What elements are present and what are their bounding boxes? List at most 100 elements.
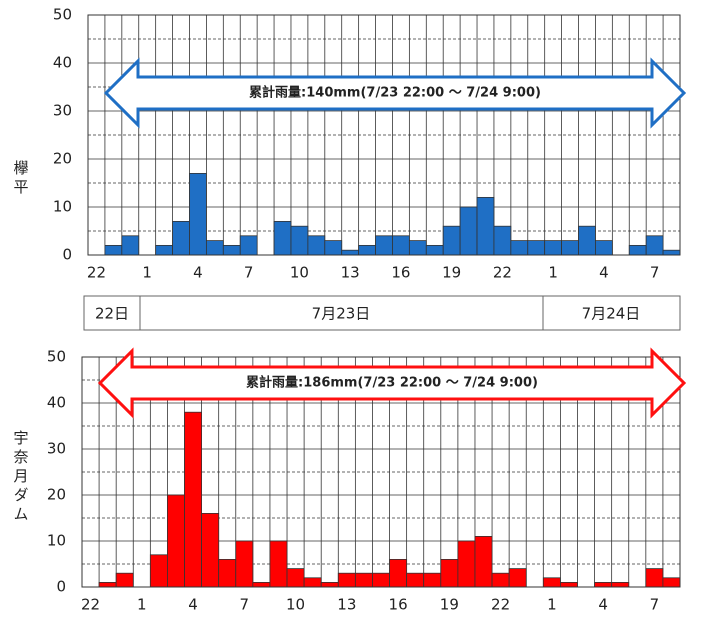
bar <box>406 572 425 588</box>
bar <box>218 559 237 588</box>
bar <box>561 240 579 256</box>
bar <box>239 235 258 256</box>
bar <box>337 572 356 588</box>
y-tick-label: 40 <box>53 54 72 72</box>
station-label: 欅平 <box>12 160 30 198</box>
range-arrow <box>103 57 687 129</box>
y-tick-label: 0 <box>62 246 72 264</box>
x-tick-label: 22 <box>87 264 106 282</box>
bar <box>440 559 459 588</box>
bar <box>474 536 493 588</box>
bar <box>354 572 373 588</box>
bar <box>662 249 681 256</box>
bar <box>269 540 288 588</box>
bar <box>375 235 393 256</box>
bar <box>611 582 630 588</box>
x-tick-label: 4 <box>188 596 198 614</box>
bar <box>155 244 173 256</box>
bar <box>491 572 510 588</box>
x-tick-label: 19 <box>442 264 461 282</box>
bar <box>273 220 292 256</box>
x-tick-label: 1 <box>137 596 147 614</box>
y-tick-label: 50 <box>53 6 72 24</box>
date-label: 7月23日 <box>312 305 371 323</box>
y-tick-label: 20 <box>47 486 66 504</box>
x-tick-label: 1 <box>548 264 558 282</box>
x-tick-label: 4 <box>193 264 203 282</box>
bar <box>459 206 478 256</box>
y-tick-label: 20 <box>53 150 72 168</box>
bar <box>320 582 339 588</box>
bar <box>560 582 578 588</box>
bar <box>442 225 461 256</box>
bar <box>372 572 390 588</box>
bar <box>290 225 309 256</box>
bar <box>222 244 241 256</box>
range-arrow <box>97 347 687 419</box>
x-tick-label: 16 <box>389 596 408 614</box>
bar <box>645 568 664 588</box>
x-tick-label: 19 <box>440 596 459 614</box>
x-tick-label: 7 <box>240 596 250 614</box>
x-tick-label: 10 <box>290 264 309 282</box>
bar <box>493 225 512 256</box>
bar <box>341 249 360 256</box>
bar <box>476 196 495 256</box>
bar <box>423 572 442 588</box>
x-tick-label: 1 <box>142 264 152 282</box>
date-box <box>139 295 544 331</box>
bar <box>115 572 134 588</box>
bar <box>252 582 271 588</box>
date-box <box>542 295 681 331</box>
bar <box>286 568 305 588</box>
y-tick-label: 30 <box>53 102 72 120</box>
bar <box>457 540 476 588</box>
bar <box>628 244 647 256</box>
x-tick-label: 7 <box>244 264 254 282</box>
y-tick-label: 0 <box>56 578 66 596</box>
date-label: 7月24日 <box>582 305 641 323</box>
annotation: 累計雨量:186mm(7/23 22:00 ～ 7/24 9:00) <box>246 375 538 391</box>
bar <box>595 240 613 256</box>
x-tick-label: 13 <box>341 264 360 282</box>
bar <box>542 577 561 588</box>
y-tick-label: 40 <box>47 394 66 412</box>
y-tick-label: 30 <box>47 440 66 458</box>
bar <box>149 554 168 588</box>
x-tick-label: 10 <box>286 596 305 614</box>
annotation: 累計雨量:140mm(7/23 22:00 ～ 7/24 9:00) <box>249 85 541 101</box>
bar <box>389 559 408 588</box>
bar <box>358 244 376 256</box>
bar <box>425 244 444 256</box>
bar <box>98 582 117 588</box>
bar <box>594 582 613 588</box>
x-tick-label: 16 <box>391 264 410 282</box>
bar <box>307 235 326 256</box>
bar <box>189 172 207 256</box>
bar <box>510 240 529 256</box>
bar <box>184 411 202 588</box>
bar <box>578 225 596 256</box>
bar <box>645 235 664 256</box>
bar <box>527 240 546 256</box>
x-tick-label: 7 <box>650 596 660 614</box>
y-tick-label: 10 <box>47 532 66 550</box>
y-tick-label: 10 <box>53 198 72 216</box>
bar <box>205 240 224 256</box>
x-tick-label: 22 <box>81 596 100 614</box>
x-tick-label: 4 <box>599 264 609 282</box>
bar <box>392 235 410 256</box>
x-tick-label: 1 <box>547 596 557 614</box>
plot-border <box>87 14 681 256</box>
bar <box>172 220 190 256</box>
date-box <box>83 295 141 331</box>
x-tick-label: 22 <box>491 596 510 614</box>
bar <box>662 577 681 588</box>
station-label: 宇奈月ダム <box>12 430 30 525</box>
x-tick-label: 7 <box>650 264 660 282</box>
plot-border <box>81 356 681 588</box>
bar <box>167 494 185 588</box>
bar <box>324 240 343 256</box>
bar <box>121 235 140 256</box>
